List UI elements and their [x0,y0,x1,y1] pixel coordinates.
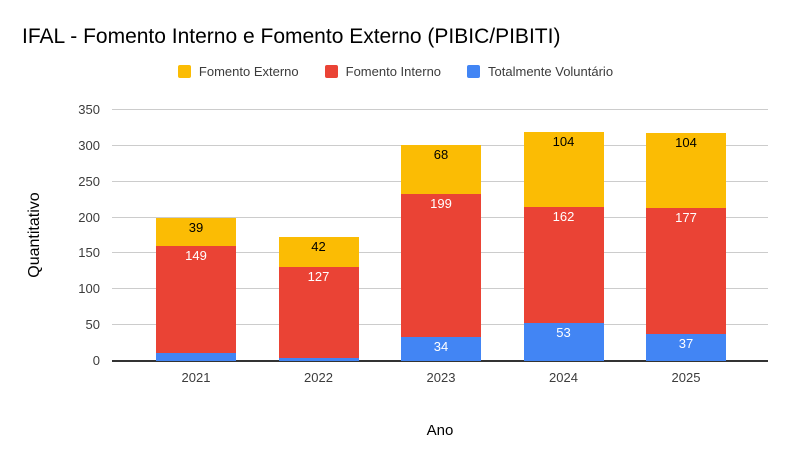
bar-segment [401,193,481,337]
legend-label: Fomento Externo [198,64,299,79]
plot-area: 111493941274234199685316210437177104 [112,109,768,362]
bar-segment [401,145,481,194]
x-axis-line [112,360,768,362]
legend: Fomento Externo Fomento Interno Totalmente… [0,64,791,79]
x-tick-label: 2024 [549,370,578,385]
bar-value-label: 53 [556,324,571,340]
bar-value-label: 34 [433,338,449,354]
bar-value-label: 104 [552,134,575,150]
gridline [112,109,768,110]
bar-segment [646,132,726,208]
y-tick-label: 250 [78,173,100,189]
legend-label: Totalmente Voluntário [488,64,614,79]
bar-value-label: 162 [552,208,575,224]
legend-item: Fomento Interno [324,64,442,79]
legend-item: Fomento Externo [177,64,299,79]
bar-segment [278,236,359,268]
x-tick-label: 2025 [671,370,701,385]
bar-value-label: 104 [675,134,697,150]
y-tick-label: 300 [78,137,100,153]
legend-item: Totalmente Voluntário [467,64,613,79]
y-tick-label: 50 [85,317,100,333]
legend-swatch-icon [177,65,191,78]
bar-value-label: 68 [433,147,449,163]
bar-segment [523,132,604,207]
y-tick-label: 0 [92,353,100,368]
y-tick-label: 350 [78,102,100,117]
chart-title: IFAL - Fomento Interno e Fomento Externo… [22,25,561,48]
bar-value-label: 39 [188,220,204,236]
bar-value-label: 199 [430,195,452,211]
y-axis: 0 50 100 150 200 250 300 350 [0,102,100,368]
x-tick-label: 2021 [181,370,211,385]
bar-segment [278,267,359,359]
x-tick-label: 2023 [426,370,456,385]
y-tick-label: 150 [78,245,100,261]
bar-segment [156,246,236,354]
x-axis-title: Ano [426,422,454,439]
bar-segment [401,336,481,361]
bar-value-label: 127 [307,269,330,285]
legend-swatch-icon [324,65,338,78]
bar-segment [523,206,604,323]
x-tick-label: 2022 [304,370,333,385]
bar-segment [278,358,359,361]
bar-segment [156,218,236,247]
y-tick-label: 100 [78,281,100,297]
legend-swatch-icon [467,65,481,78]
bar-segment [646,334,726,361]
bar-segment [523,322,604,361]
x-axis: 2021 2022 2023 2024 2025 [112,370,768,388]
bar-segment [646,207,726,335]
bar-value-label: 149 [185,248,207,264]
legend-label: Fomento Interno [345,64,442,79]
bar-value-label: 37 [678,336,694,352]
bar-value-label: 42 [311,238,326,254]
bar-value-label: 177 [675,209,697,225]
y-tick-label: 200 [78,209,100,225]
bar-segment [156,353,236,361]
